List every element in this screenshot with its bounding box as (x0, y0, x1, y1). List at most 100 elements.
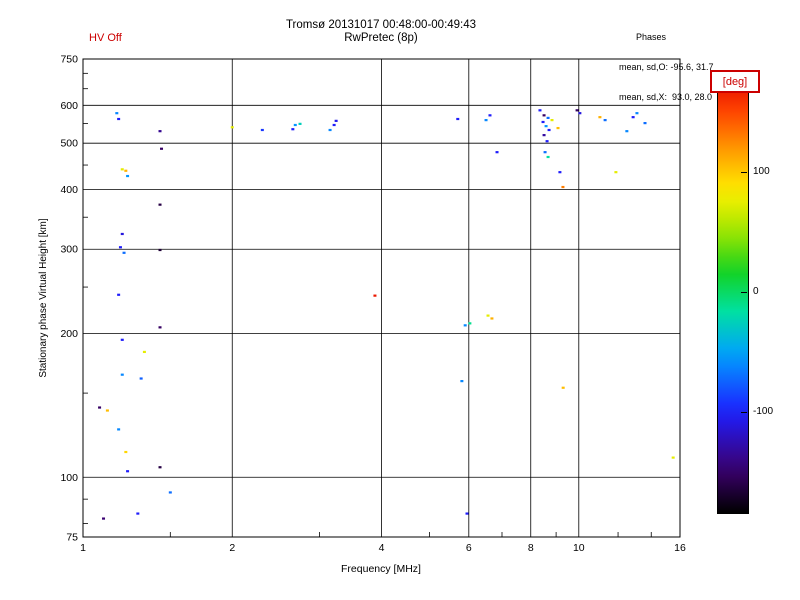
scatter-point (105, 409, 109, 412)
x-tick-label: 4 (379, 542, 385, 554)
scatter-point (122, 251, 126, 254)
chart-subtitle: RwPretec (8p) (344, 32, 418, 44)
scatter-point (102, 517, 106, 520)
scatter-point (332, 123, 336, 127)
plot-border (82, 58, 681, 538)
scatter-point (575, 109, 579, 112)
x-tick-label: 10 (573, 542, 585, 554)
scatter-point (488, 114, 492, 117)
scatter-point (328, 128, 332, 132)
scatter-point (546, 155, 550, 159)
scatter-point (484, 119, 488, 122)
x-tick-label: 6 (466, 542, 472, 554)
scatter-point (118, 246, 122, 249)
scatter-point (558, 171, 562, 174)
chart-title: Tromsø 20131017 00:48:00-00:49:43 (285, 19, 477, 31)
scatter-point (486, 314, 490, 317)
scatter-point (158, 248, 162, 252)
scatter-point (538, 109, 542, 112)
phase-stats-o: mean, sd,O: -95.6, 31.7 (619, 62, 714, 72)
scatter-point (117, 293, 121, 296)
scatter-point (545, 140, 549, 143)
scatter-point (120, 338, 124, 341)
colorbar-tick-label: 100 (753, 165, 770, 177)
colorbar (717, 72, 749, 514)
scatter-point (603, 119, 607, 122)
y-tick-label: 300 (60, 244, 78, 256)
scatter-point (124, 450, 128, 454)
scatter-point (124, 169, 128, 172)
scatter-point (542, 134, 546, 137)
scatter-point (643, 122, 647, 125)
y-tick-label: 200 (60, 328, 78, 340)
y-tick-label: 100 (60, 472, 78, 484)
scatter-point (561, 185, 565, 189)
scatter-point (126, 470, 130, 473)
scatter-point (547, 128, 551, 132)
scatter-point (598, 116, 602, 119)
scatter-point (158, 466, 162, 469)
y-tick-label: 600 (60, 100, 78, 112)
scatter-point (556, 126, 560, 130)
scatter-point (463, 324, 467, 327)
scatter-point (543, 151, 547, 154)
phases-heading: Phases (636, 32, 667, 42)
scatter-point (468, 322, 472, 325)
y-tick-label: 750 (60, 54, 78, 66)
scatter-point (334, 119, 338, 122)
scatter-point (495, 151, 499, 154)
scatter-point (544, 125, 548, 128)
colorbar-tick-label: 0 (753, 286, 759, 297)
scatter-point (465, 512, 469, 515)
scatter-point (460, 380, 464, 383)
scatter-point (136, 512, 140, 515)
scatter-point (541, 120, 545, 124)
x-tick-label: 8 (528, 542, 534, 554)
scatter-point (120, 373, 124, 376)
scatter-point (158, 326, 162, 329)
scatter-point (126, 174, 130, 178)
scatter-point (158, 130, 162, 133)
colorbar-tick-mark (741, 412, 747, 414)
scatter-point (160, 147, 164, 150)
scatter-point (291, 128, 295, 131)
x-axis-label: Frequency [MHz] (341, 563, 421, 575)
scatter-point (625, 130, 629, 133)
scatter-point (373, 294, 377, 297)
x-tick-label: 1 (80, 542, 86, 554)
x-tick-label: 16 (674, 542, 686, 554)
scatter-point (142, 350, 146, 354)
scatter-point (490, 317, 494, 320)
scatter-point (168, 491, 172, 494)
y-tick-label: 500 (60, 138, 78, 150)
scatter-point (298, 122, 302, 125)
scatter-point (542, 114, 546, 117)
colorbar-tick-mark (741, 292, 747, 293)
scatter-point (561, 386, 565, 389)
scatter-point (230, 126, 234, 129)
colorbar-tick-mark (741, 171, 747, 173)
colorbar-label: [deg] (710, 70, 760, 93)
colorbar-tick-label: -100 (753, 406, 774, 418)
hv-status: HV Off (89, 32, 122, 44)
x-tick-label: 2 (229, 542, 235, 554)
scatter-point (120, 168, 124, 171)
scatter-point (158, 203, 162, 206)
scatter-point (614, 171, 618, 174)
scatter-point (117, 428, 121, 431)
y-tick-label: 400 (60, 184, 78, 196)
phase-stats: Phases mean, sd,O: -95.6, 31.7 mean, sd,… (619, 12, 714, 122)
scatter-point (260, 128, 264, 132)
scatter-point (671, 456, 675, 459)
scatter-point (578, 112, 582, 115)
scatter-point (117, 117, 121, 121)
phase-stats-x: mean, sd,X: 93.0, 28.0 (619, 92, 713, 102)
scatter-point (139, 377, 143, 380)
scatter-point (635, 112, 639, 115)
scatter-point (550, 119, 554, 122)
scatter-point (631, 116, 635, 119)
y-tick-label: 75 (66, 532, 78, 544)
scatter-point (456, 117, 460, 121)
